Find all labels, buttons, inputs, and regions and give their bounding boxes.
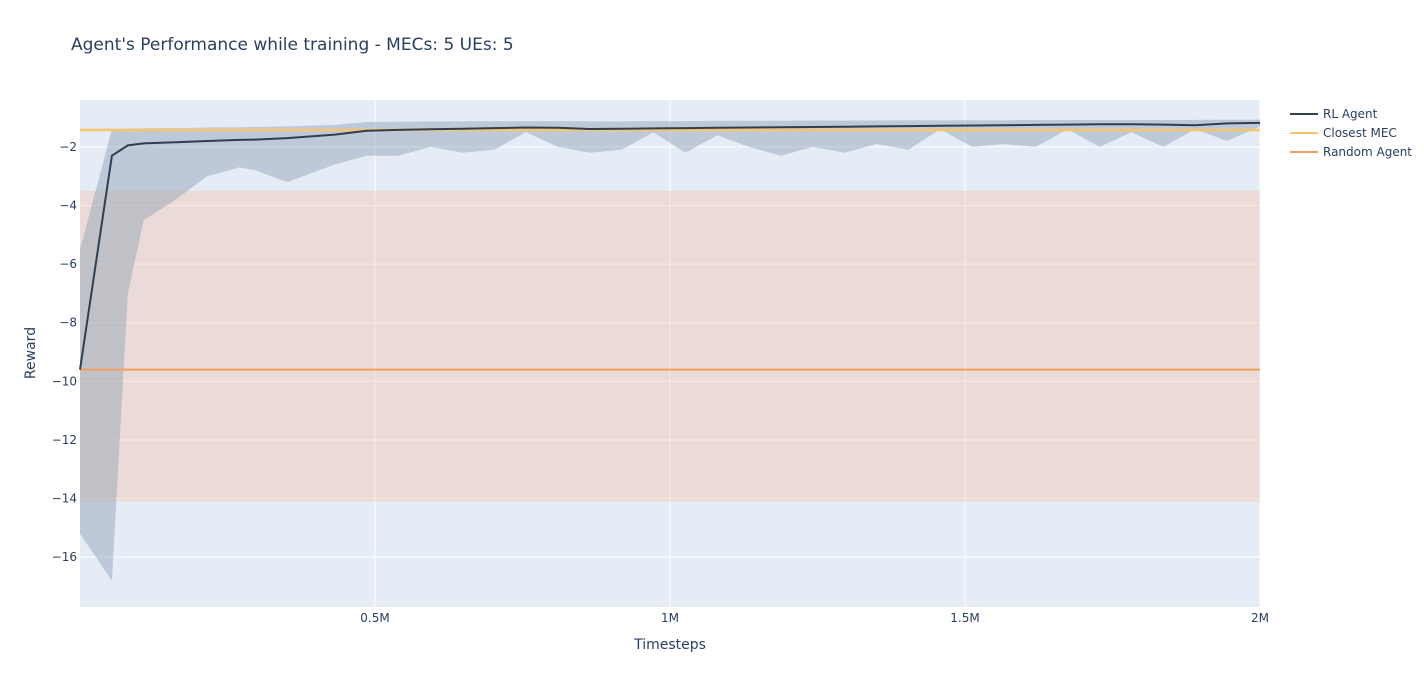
grid <box>80 100 1261 607</box>
x-axis-title: Timesteps <box>633 637 706 653</box>
legend-item-random-agent: Random Agent <box>1290 145 1412 159</box>
y-tick-label: −14 <box>52 492 77 506</box>
legend: RL Agent Closest MEC Random Agent <box>1290 107 1412 159</box>
chart-title: Agent's Performance while training - MEC… <box>71 35 514 55</box>
x-tick-label: 1M <box>661 611 679 625</box>
rl-agent-band <box>80 119 1260 581</box>
y-tick-label: −8 <box>59 316 77 330</box>
legend-label: RL Agent <box>1323 107 1378 121</box>
y-tick-label: −2 <box>59 140 77 154</box>
series-lines <box>79 121 1261 371</box>
y-axis-title: Reward <box>23 327 39 379</box>
y-tick-label: −12 <box>52 433 77 447</box>
x-tick-label: 2M <box>1251 611 1269 625</box>
legend-label: Closest MEC <box>1323 126 1397 140</box>
legend-label: Random Agent <box>1323 145 1412 159</box>
legend-item-closest-mec: Closest MEC <box>1290 126 1397 140</box>
tick-labels: 0.5M 1M 1.5M 2M −2 −4 −6 −8 −10 −12 −14 −16 <box>52 140 1269 625</box>
rl-agent-line <box>79 121 1261 370</box>
random-agent-band <box>80 190 1260 502</box>
y-tick-label: −10 <box>52 374 77 388</box>
x-tick-label: 0.5M <box>360 611 389 625</box>
x-tick-label: 1.5M <box>950 611 979 625</box>
y-tick-label: −4 <box>59 199 77 213</box>
legend-item-rl-agent: RL Agent <box>1290 107 1378 121</box>
y-tick-label: −6 <box>59 257 77 271</box>
y-tick-label: −16 <box>52 550 77 564</box>
